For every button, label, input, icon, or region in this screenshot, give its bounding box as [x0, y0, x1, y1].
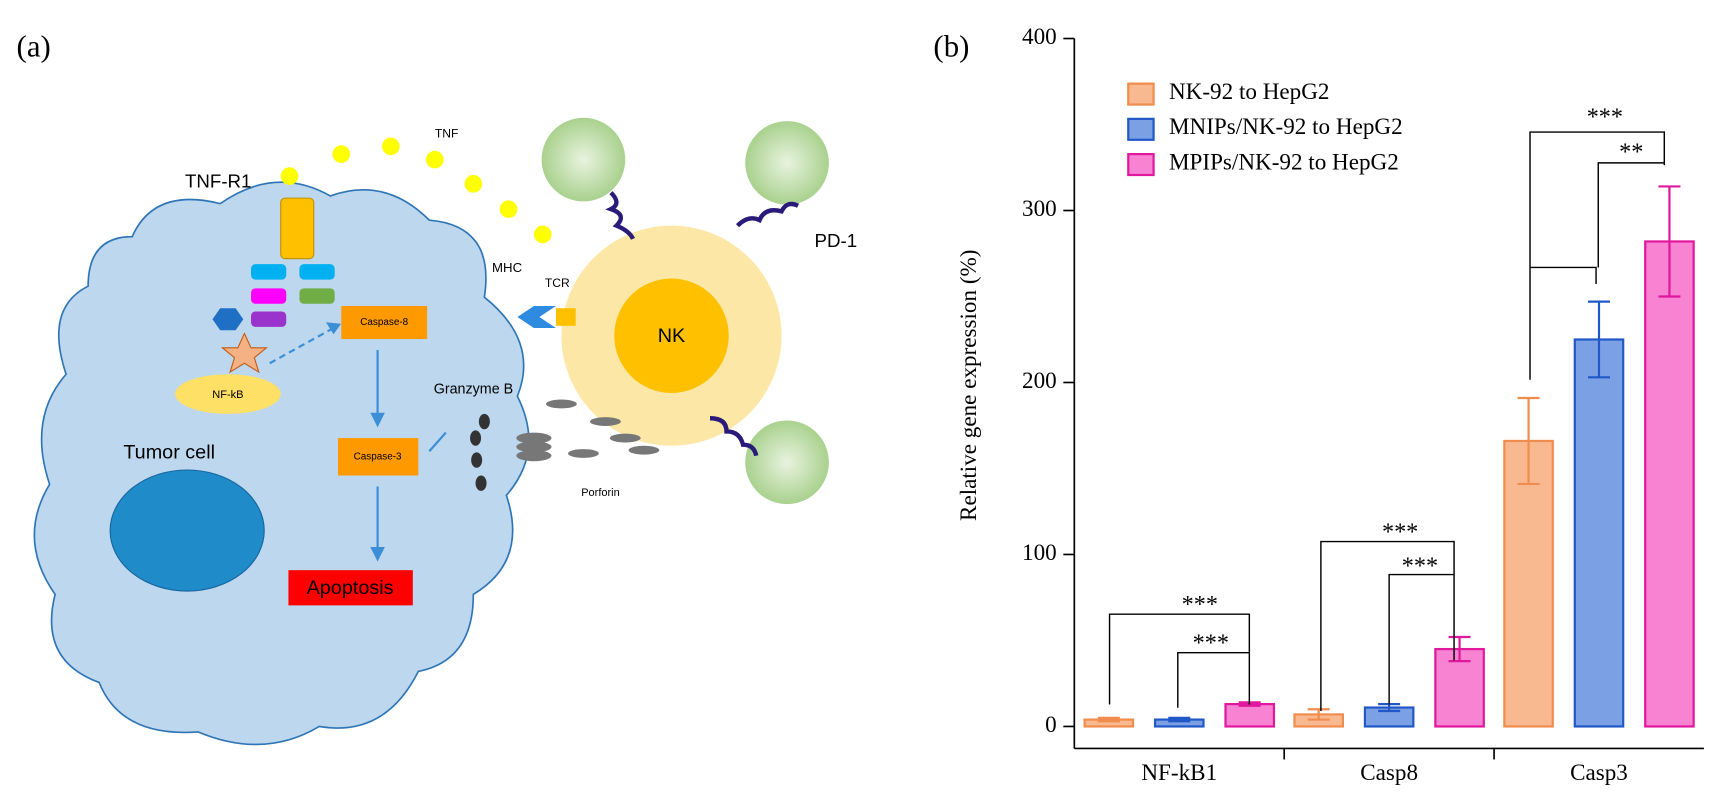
nk-nucleus [614, 278, 729, 393]
diagram: TNF TNF-R1 MHC TCR NK PD-1 Caspase-8 Cas… [33, 117, 858, 746]
legend-label: MPIPs/NK-92 to HepG2 [1169, 148, 1399, 174]
error-bar [1517, 396, 1540, 486]
receptor [280, 197, 315, 260]
significance-label: *** [1193, 630, 1229, 657]
nanoparticles [541, 117, 829, 505]
y-tick-label: 200 [1022, 367, 1057, 393]
significance-label: *** [1587, 103, 1623, 130]
significance-bracket [1108, 613, 1251, 705]
significance-label: *** [1402, 553, 1438, 580]
perforin [516, 399, 660, 462]
panel-label: (a) [17, 30, 51, 64]
label: MHC [492, 260, 523, 275]
receptor [299, 264, 335, 280]
legend-label: MNIPs/NK-92 to HepG2 [1169, 113, 1403, 139]
star [220, 332, 268, 374]
label: TNF-R1 [185, 171, 252, 192]
hexagon [212, 308, 244, 331]
error-bar [1168, 716, 1191, 723]
legend-swatch [1127, 117, 1155, 141]
arrows [269, 305, 576, 562]
significance-bracket [1529, 131, 1666, 380]
bar [1644, 240, 1695, 728]
significance-label: ** [1619, 139, 1643, 166]
y-tick-label: 100 [1022, 539, 1057, 565]
error-bar [1658, 185, 1681, 298]
label: Apoptosis [307, 577, 394, 599]
error-bar [1448, 635, 1471, 663]
bar [1573, 338, 1625, 728]
label: TNF [435, 126, 459, 140]
y-tick-label: 0 [1045, 711, 1057, 737]
receptor [299, 288, 335, 304]
label: NK [658, 325, 686, 347]
receptor [251, 311, 287, 327]
significance-bracket [1388, 573, 1455, 705]
x-tick-label: Casp3 [1570, 759, 1628, 785]
tnf-dots [280, 137, 552, 244]
label: TCR [545, 276, 570, 290]
legend-swatch [1127, 82, 1155, 106]
chart: 0 100 200 300 400 NF-kB1 Casp8 Casp3 NK-92 to He… [1022, 23, 1704, 785]
error-bar [1587, 300, 1611, 379]
x-tick-label: NF-kB1 [1141, 759, 1217, 785]
error-bar [1307, 708, 1330, 721]
label: PD-1 [815, 230, 858, 251]
label: Tumor cell [123, 442, 215, 464]
nucleus [109, 469, 265, 592]
nfkb [175, 374, 281, 414]
y-tick-label: 300 [1022, 195, 1057, 221]
significance-bracket [1177, 651, 1250, 708]
caspase8 [341, 305, 428, 340]
panel-label: (b) [933, 30, 969, 64]
legend-swatch [1127, 152, 1155, 177]
y-tick-label: 400 [1022, 23, 1057, 49]
significance-bracket [1530, 266, 1597, 284]
label: Granzyme B [434, 381, 513, 397]
x-tick-label: Casp8 [1360, 759, 1418, 785]
pd1-proteins [605, 191, 800, 457]
significance-bracket [1320, 540, 1455, 712]
label: NF-kB [212, 389, 243, 401]
label: Caspase-3 [354, 451, 402, 462]
legend-label: NK-92 to HepG2 [1169, 78, 1329, 104]
granzyme-dots [470, 413, 490, 491]
receptor [251, 288, 287, 304]
significance-label: *** [1182, 591, 1218, 618]
significance-bracket [1597, 162, 1665, 268]
label: Porforin [581, 487, 620, 499]
label: Caspase-8 [360, 317, 408, 328]
bar [1224, 702, 1276, 728]
caspase3 [337, 438, 419, 476]
apoptosis [288, 570, 413, 606]
significance-label: *** [1382, 518, 1418, 545]
error-bar [1097, 716, 1120, 723]
receptor [251, 264, 287, 280]
y-axis-label: Relative gene expression (%) [955, 250, 981, 521]
bar [1503, 439, 1554, 728]
